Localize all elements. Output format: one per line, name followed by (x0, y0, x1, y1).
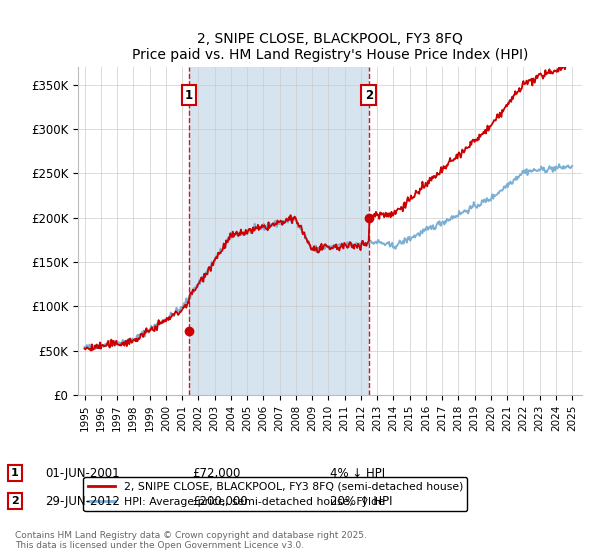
Text: 29-JUN-2012: 29-JUN-2012 (45, 494, 120, 508)
Text: 20% ↑ HPI: 20% ↑ HPI (330, 494, 392, 508)
Text: 2: 2 (11, 496, 19, 506)
Text: £200,000: £200,000 (192, 494, 248, 508)
Bar (189, 67, 369, 395)
Text: 4% ↓ HPI: 4% ↓ HPI (330, 466, 385, 480)
Text: 2: 2 (365, 88, 373, 101)
Text: Contains HM Land Registry data © Crown copyright and database right 2025.
This d: Contains HM Land Registry data © Crown c… (15, 530, 367, 550)
Title: 2, SNIPE CLOSE, BLACKPOOL, FY3 8FQ
Price paid vs. HM Land Registry's House Price: 2, SNIPE CLOSE, BLACKPOOL, FY3 8FQ Price… (132, 32, 528, 62)
Text: 1: 1 (185, 88, 193, 101)
Text: £72,000: £72,000 (192, 466, 241, 480)
Text: 01-JUN-2001: 01-JUN-2001 (45, 466, 119, 480)
Text: 1: 1 (11, 468, 19, 478)
Legend: 2, SNIPE CLOSE, BLACKPOOL, FY3 8FQ (semi-detached house), HPI: Average price, se: 2, SNIPE CLOSE, BLACKPOOL, FY3 8FQ (semi… (83, 477, 467, 511)
